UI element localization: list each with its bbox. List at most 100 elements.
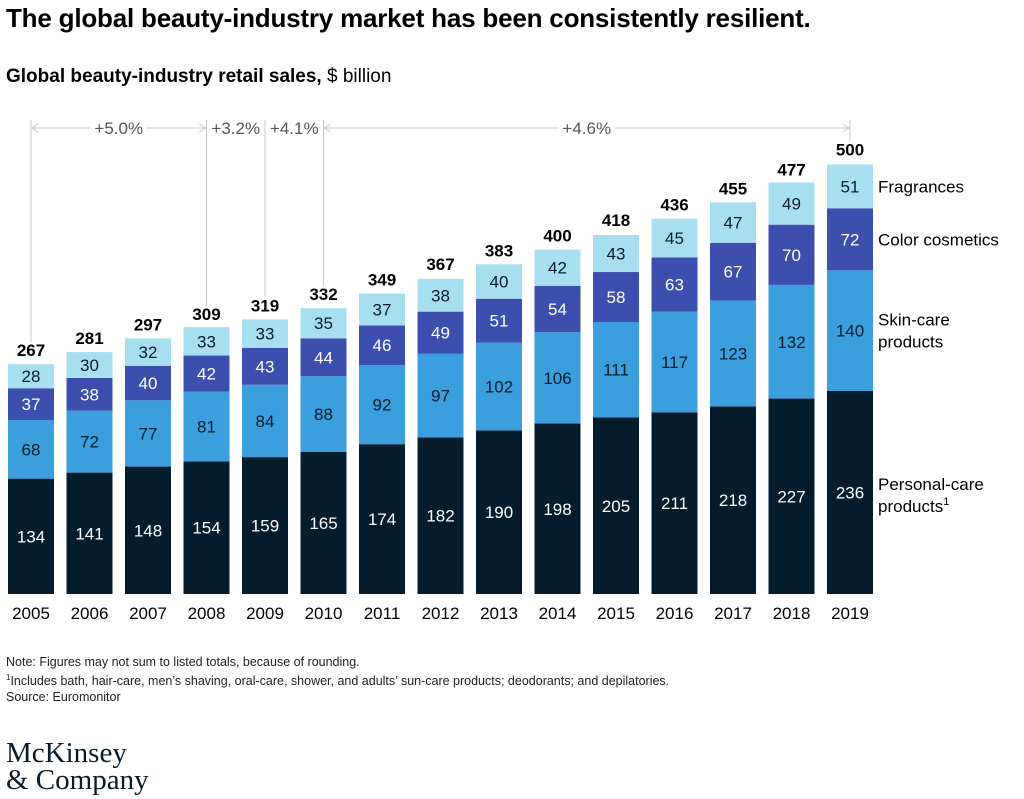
chart-notes: Note: Figures may not sum to listed tota… [6,654,669,705]
bar-2006-seg-1 [66,410,113,473]
bar-2017-seg-3 [710,202,756,243]
growth-label-3: +4.6% [562,119,611,138]
bar-label-2006-seg-0: 141 [75,524,103,543]
bar-2007-seg-0 [125,466,171,594]
bar-label-2017-seg-3: 47 [724,214,743,233]
bar-2016-seg-0 [651,412,698,594]
bar-label-2006-seg-2: 38 [80,385,99,404]
bar-2017-seg-0 [710,406,756,594]
bar-label-2014-seg-2: 54 [548,300,567,319]
bar-2018-seg-2 [768,224,815,285]
bar-2014-seg-2 [534,285,581,333]
growth-arrowhead-right-3 [842,123,850,133]
bar-2005-seg-0 [8,478,54,594]
bar-2012-seg-3 [417,278,464,312]
bar-2007-seg-3 [125,338,171,366]
bar-2012-seg-2 [417,311,464,354]
note-text: Note: Figures may not sum to listed tota… [6,655,360,669]
total-label-2014: 400 [543,227,571,246]
bar-2011-seg-2 [359,325,405,366]
source-text: Source: Euromonitor [6,690,121,705]
logo-line-1: McKinsey [6,737,127,769]
bar-label-2015-seg-0: 205 [602,497,630,516]
bar-label-2013-seg-1: 102 [485,378,513,397]
bar-2006-seg-0 [66,472,113,594]
bar-label-2005-seg-3: 28 [22,367,41,386]
bar-label-2007-seg-1: 77 [139,424,158,443]
bar-label-2014-seg-0: 198 [543,500,571,519]
bar-label-2010-seg-1: 88 [314,405,333,424]
bar-label-2016-seg-1: 117 [661,353,688,372]
bar-2005-seg-1 [8,420,54,479]
bar-2014-seg-0 [534,423,581,594]
bar-label-2016-seg-2: 63 [665,276,684,295]
total-label-2015: 418 [602,211,630,230]
bar-label-2008-seg-2: 42 [197,365,216,384]
chart-subtitle: Global beauty-industry retail sales, $ b… [6,66,391,88]
bar-2010-seg-0 [300,451,347,594]
bar-label-2013-seg-3: 40 [490,272,509,291]
bar-2019-seg-0 [827,390,873,594]
bar-2010-seg-2 [300,338,347,377]
bar-2011-seg-1 [359,365,405,445]
bar-label-2019-seg-0: 236 [836,483,864,502]
bar-2019-seg-2 [827,208,873,271]
bar-2014-seg-3 [534,249,581,286]
total-label-2012: 367 [426,255,454,274]
total-label-2011: 349 [368,271,396,290]
x-tick-2017: 2017 [714,604,752,623]
bar-2011-seg-0 [359,444,405,594]
chart-title: The global beauty-industry market has be… [6,3,811,33]
bar-2015-seg-1 [593,321,639,418]
bar-2012-seg-1 [417,353,464,438]
growth-label-2: +4.1% [270,119,319,138]
x-tick-2005: 2005 [12,604,50,623]
x-tick-2011: 2011 [364,604,401,623]
growth-arrowhead-left-0 [31,123,39,133]
bar-2007-seg-1 [125,400,171,467]
bar-label-2011-seg-3: 37 [373,300,392,319]
bar-2014-seg-1 [534,332,581,424]
x-tick-2019: 2019 [831,604,869,623]
footnote-body: Includes bath, hair-care, men’s shaving,… [10,674,670,689]
total-label-2013: 383 [485,241,513,260]
legend-label-0-line-0: Personal-care [878,475,984,494]
growth-label-1: +3.2% [211,119,260,138]
total-label-2005: 267 [17,341,45,360]
bar-label-2010-seg-3: 35 [314,314,333,333]
bar-label-2018-seg-3: 49 [782,195,801,214]
bar-label-2012-seg-2: 49 [431,324,450,343]
legend-label-1-line-0: Skin-care [878,311,950,330]
bar-label-2010-seg-2: 44 [314,348,333,367]
bar-2008-seg-2 [183,355,230,392]
x-tick-2012: 2012 [422,604,460,623]
bar-label-2011-seg-1: 92 [373,396,392,415]
logo-line-2: & Company [6,764,149,796]
total-label-2008: 309 [192,305,220,324]
total-label-2007: 297 [134,315,162,334]
bar-label-2015-seg-3: 43 [607,245,626,264]
total-label-2006: 281 [75,329,103,348]
stacked-bar-chart: +5.0% +3.2% +4.1% +4.6% 134 68 37 28 267 2005 141 7… [8,119,999,623]
bar-2005-seg-3 [8,364,54,389]
x-tick-2007: 2007 [129,604,167,623]
subtitle-unit: $ billion [321,66,392,87]
bar-2009-seg-1 [242,384,288,458]
bar-2018-seg-3 [768,182,815,225]
bar-2008-seg-0 [183,461,230,594]
x-tick-2008: 2008 [188,604,226,623]
bar-label-2014-seg-1: 106 [543,369,571,388]
x-tick-2013: 2013 [480,604,518,623]
footnote-mark: 1 [6,673,11,682]
bar-2019-seg-1 [827,270,873,391]
bar-2016-seg-1 [651,311,698,413]
bar-label-2015-seg-1: 111 [603,361,629,380]
x-tick-2014: 2014 [539,604,577,623]
total-label-2016: 436 [660,196,688,215]
x-tick-2018: 2018 [773,604,811,623]
bar-label-2016-seg-3: 45 [665,229,684,248]
bar-2016-seg-3 [651,218,698,258]
bar-2015-seg-3 [593,235,639,273]
total-label-2009: 319 [251,296,279,315]
x-tick-2006: 2006 [71,604,109,623]
